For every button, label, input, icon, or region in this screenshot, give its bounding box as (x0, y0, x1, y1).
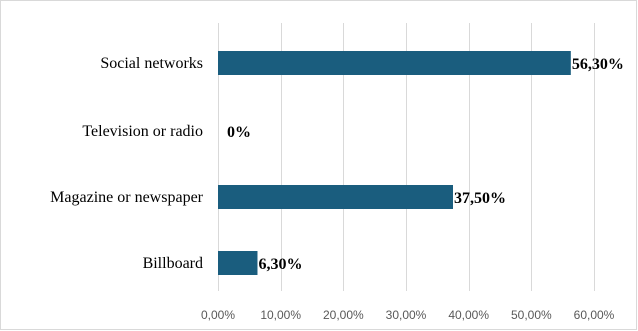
x-axis-tick-labels: 0,00% 10,00% 20,00% 30,00% 40,00% 50,00% 60,00… (201, 308, 615, 322)
x-tick-label: 60,00% (574, 308, 615, 322)
x-tick-label: 0,00% (201, 308, 235, 322)
x-tick-label: 50,00% (511, 308, 552, 322)
x-tick-label: 10,00% (260, 308, 301, 322)
category-label: Magazine or newspaper (50, 189, 203, 206)
data-label: 37,50% (454, 190, 506, 207)
category-label: Television or radio (82, 123, 203, 140)
x-tick-label: 40,00% (448, 308, 489, 322)
category-label: Social networks (100, 55, 203, 72)
data-labels: 56,30% 0% 37,50% 6,30% (227, 56, 624, 273)
bars (218, 51, 571, 275)
data-label: 56,30% (572, 56, 624, 73)
bar (218, 185, 453, 209)
x-tick-label: 30,00% (386, 308, 427, 322)
category-labels: Social networks Television or radio Magazi… (50, 55, 203, 272)
data-label: 0% (227, 124, 251, 141)
data-label: 6,30% (258, 256, 302, 273)
category-label: Billboard (143, 255, 203, 272)
x-tick-label: 20,00% (323, 308, 364, 322)
bar (218, 251, 258, 275)
bar (218, 51, 571, 75)
